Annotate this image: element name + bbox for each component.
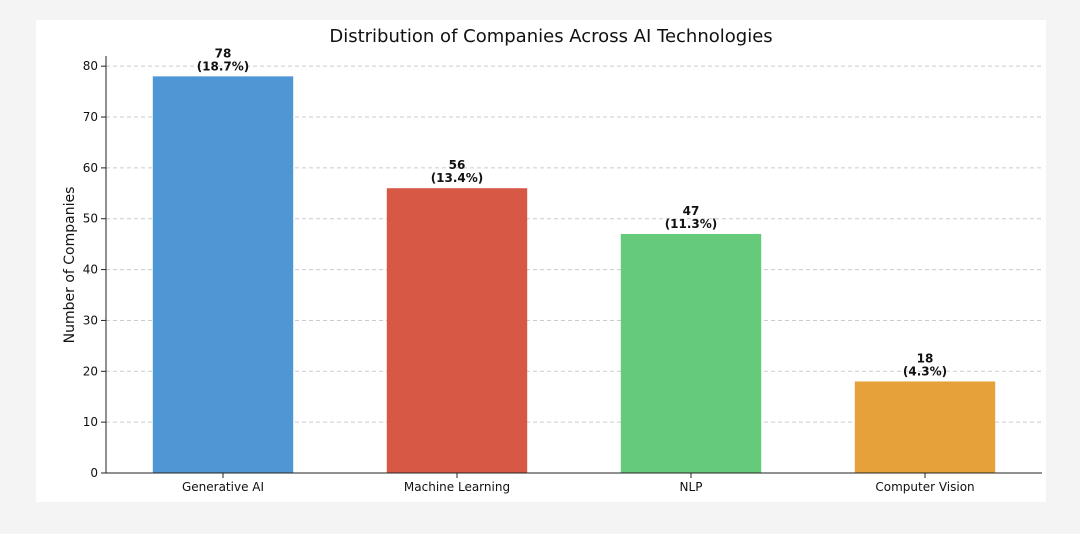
x-tick-labels: Generative AI Machine Learning NLP Computer… <box>182 473 975 494</box>
y-tick-label: 10 <box>83 415 98 429</box>
y-tick-label: 60 <box>83 161 98 175</box>
bar <box>620 233 762 473</box>
x-tick-label: Computer Vision <box>875 480 974 494</box>
y-tick-label: 0 <box>90 466 98 480</box>
y-axis-label: Number of Companies <box>62 187 78 344</box>
bars <box>152 76 996 473</box>
data-labels: 78(18.7%) 56(13.4%) 47(11.3%) 18(4.3%) <box>197 46 947 378</box>
y-tick-label: 50 <box>83 212 98 226</box>
chart-title: Distribution of Companies Across AI Tech… <box>329 26 772 47</box>
x-tick-label: NLP <box>680 480 703 494</box>
bar <box>152 76 294 473</box>
data-label-value: 56 <box>449 158 466 172</box>
y-tick-labels: 0 10 20 30 40 50 60 70 80 <box>83 59 106 480</box>
data-label-percent: (18.7%) <box>197 59 250 73</box>
axes <box>105 56 1042 474</box>
y-tick-label: 70 <box>83 110 98 124</box>
y-tick-label: 40 <box>83 263 98 277</box>
x-tick-label: Machine Learning <box>404 480 510 494</box>
x-tick-label: Generative AI <box>182 480 264 494</box>
y-tick-label: 80 <box>83 59 98 73</box>
y-tick-label: 30 <box>83 313 98 327</box>
y-tick-label: 20 <box>83 364 98 378</box>
data-label-value: 78 <box>215 46 232 60</box>
data-label-percent: (13.4%) <box>431 171 484 185</box>
bar <box>854 381 996 473</box>
data-label-percent: (4.3%) <box>903 364 947 378</box>
data-label-value: 18 <box>917 351 934 365</box>
data-label-percent: (11.3%) <box>665 217 718 231</box>
data-label-value: 47 <box>683 204 700 218</box>
bar <box>386 188 528 473</box>
